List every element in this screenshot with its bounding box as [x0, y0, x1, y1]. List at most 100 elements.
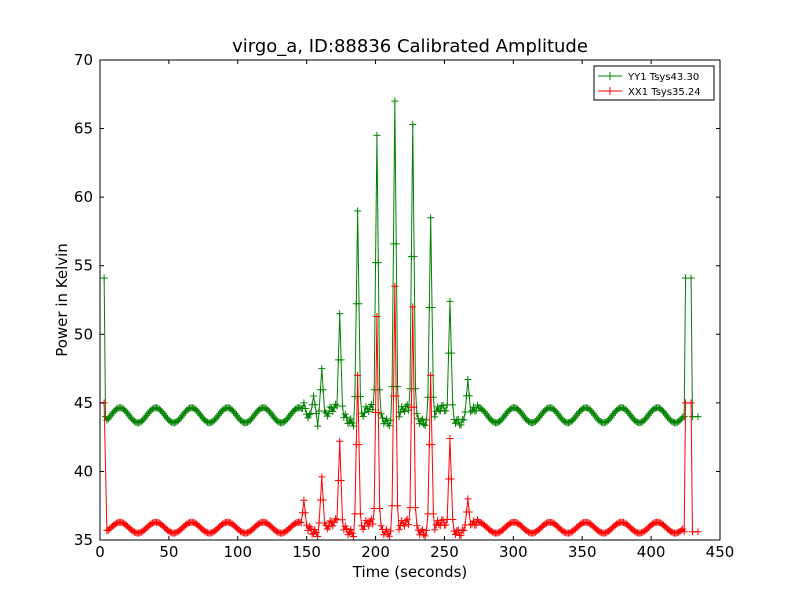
data-point — [348, 529, 356, 537]
data-point — [337, 477, 345, 485]
data-point — [232, 411, 240, 419]
data-point — [458, 526, 466, 534]
data-point — [442, 407, 450, 415]
data-point — [354, 207, 362, 215]
data-point — [410, 253, 418, 261]
data-point — [265, 408, 273, 416]
data-point — [446, 297, 454, 305]
data-point — [336, 437, 344, 445]
data-point — [460, 527, 468, 535]
data-point — [350, 532, 358, 540]
data-point — [609, 411, 617, 419]
data-point — [417, 527, 425, 535]
data-point — [376, 504, 384, 512]
data-point — [409, 303, 417, 311]
data-point — [318, 473, 326, 481]
data-point — [311, 525, 319, 533]
data-point — [341, 410, 349, 418]
data-point — [413, 522, 421, 530]
data-point — [140, 415, 148, 423]
data-point — [314, 422, 322, 430]
data-point — [431, 413, 439, 421]
y-axis-label: Power in Kelvin — [53, 243, 71, 357]
data-point — [107, 411, 115, 419]
data-point — [286, 411, 294, 419]
data-point — [308, 530, 316, 538]
data-point — [230, 408, 238, 416]
data-point — [348, 419, 356, 427]
data-point — [321, 407, 329, 415]
data-point — [449, 401, 457, 409]
data-point — [571, 413, 579, 421]
data-point — [283, 415, 291, 423]
data-point — [434, 403, 442, 411]
data-point — [325, 409, 333, 417]
data-point — [104, 415, 112, 423]
data-point — [442, 521, 450, 529]
data-point — [687, 399, 695, 407]
data-point — [213, 413, 221, 421]
data-point — [319, 496, 327, 504]
data-point — [326, 403, 334, 411]
data-point — [451, 531, 459, 539]
data-point — [573, 411, 581, 419]
data-point — [591, 411, 599, 419]
data-point — [249, 413, 257, 421]
data-point — [402, 517, 410, 525]
series-layer — [100, 97, 702, 540]
data-point — [588, 408, 596, 416]
data-point — [161, 411, 169, 419]
data-point — [347, 525, 355, 533]
data-point — [453, 527, 461, 535]
x-tick-label: 250 — [430, 543, 459, 561]
data-point — [469, 403, 477, 411]
plot-area — [99, 59, 721, 541]
data-point — [338, 402, 346, 410]
data-point — [392, 392, 400, 400]
data-point — [428, 303, 436, 311]
x-tick-label: 300 — [499, 543, 528, 561]
legend-label: YY1 Tsys43.30 — [627, 72, 699, 83]
data-point — [418, 415, 426, 423]
data-point — [268, 411, 276, 419]
data-point — [480, 408, 488, 416]
data-point — [197, 411, 205, 419]
data-point — [143, 411, 151, 419]
y-tick-label: 55 — [74, 257, 93, 275]
data-point — [409, 120, 417, 128]
x-axis-label: Time (seconds) — [352, 563, 468, 581]
data-point — [300, 399, 308, 407]
data-point — [385, 422, 393, 430]
data-point — [387, 527, 395, 535]
data-point — [607, 413, 615, 421]
data-point — [141, 413, 149, 421]
x-tick-label: 400 — [637, 543, 666, 561]
data-point — [536, 413, 544, 421]
data-point — [423, 526, 431, 534]
data-point — [159, 409, 167, 417]
data-point — [376, 386, 384, 394]
legend-box — [593, 65, 715, 101]
series-0 — [100, 97, 702, 430]
data-point — [307, 524, 315, 532]
data-point — [483, 411, 491, 419]
data-point — [552, 408, 560, 416]
y-tick-label: 40 — [74, 462, 93, 480]
data-point — [457, 421, 465, 429]
data-point — [347, 415, 355, 423]
data-point — [427, 214, 435, 222]
data-point — [403, 401, 411, 409]
data-point — [518, 409, 526, 417]
y-tick-label: 45 — [74, 394, 93, 412]
data-point — [464, 376, 472, 384]
data-point — [449, 516, 457, 524]
data-point — [447, 349, 455, 357]
y-tick-label: 50 — [74, 325, 93, 343]
data-point — [400, 522, 408, 530]
x-tick-label: 150 — [292, 543, 321, 561]
data-point — [534, 415, 542, 423]
data-point — [122, 408, 130, 416]
data-point — [158, 408, 166, 416]
data-point — [343, 413, 351, 421]
